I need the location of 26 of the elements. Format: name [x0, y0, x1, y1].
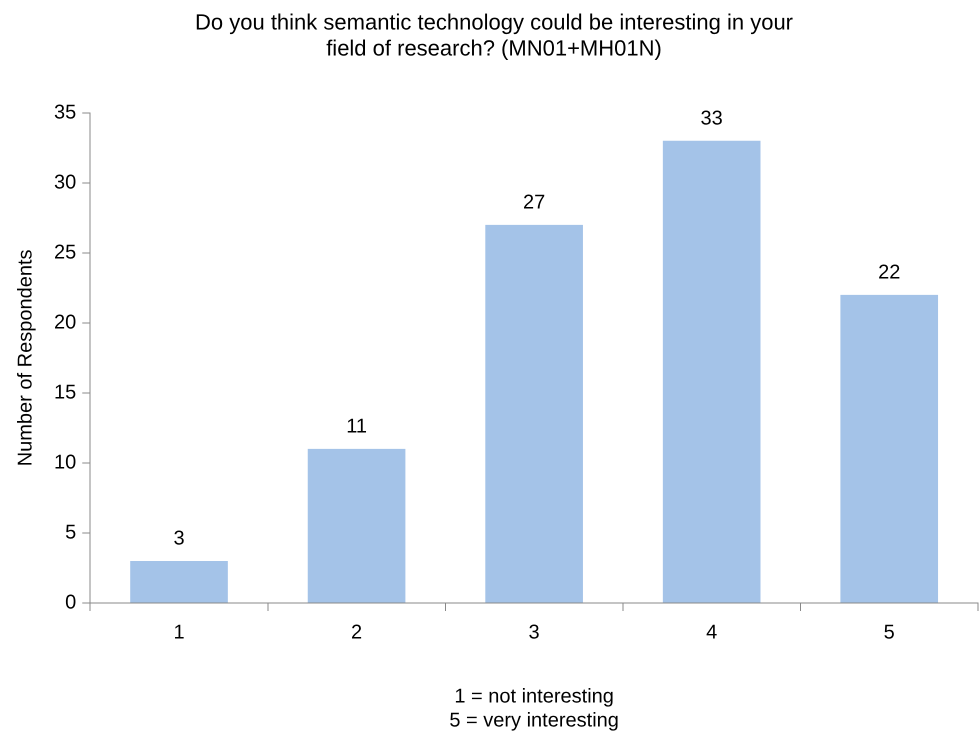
bar: [130, 560, 228, 602]
y-tick-label: 10: [54, 451, 76, 474]
y-tick-label: 35: [54, 101, 76, 124]
bar: [485, 224, 583, 602]
chart-title: Do you think semantic technology could be interesting in your field of research? (MN01+MH01N): [194, 9, 794, 61]
x-tick-label: 5: [884, 622, 895, 644]
bar: [308, 448, 406, 602]
bar: [662, 140, 760, 602]
data-label: 22: [878, 261, 900, 284]
data-label: 3: [173, 528, 185, 550]
x-tick-label: 3: [528, 622, 540, 644]
x-tick-label: 4: [706, 622, 718, 644]
data-label: 27: [523, 191, 546, 214]
y-tick-label: 20: [54, 311, 76, 334]
x-axis-title: 1 = not interesting 5 = very interesting: [449, 686, 619, 732]
y-tick-label: 0: [65, 592, 76, 614]
y-tick-label: 30: [54, 171, 76, 194]
data-label: 11: [346, 415, 367, 438]
y-tick-label: 5: [65, 521, 76, 544]
bar: [840, 294, 938, 602]
y-tick-label: 25: [54, 241, 76, 264]
y-axis-title: Number of Respondents: [14, 250, 37, 466]
x-tick-label: 1: [173, 622, 185, 644]
x-tick-label: 2: [351, 622, 362, 644]
y-tick-label: 15: [54, 381, 76, 404]
data-label: 33: [700, 107, 723, 130]
